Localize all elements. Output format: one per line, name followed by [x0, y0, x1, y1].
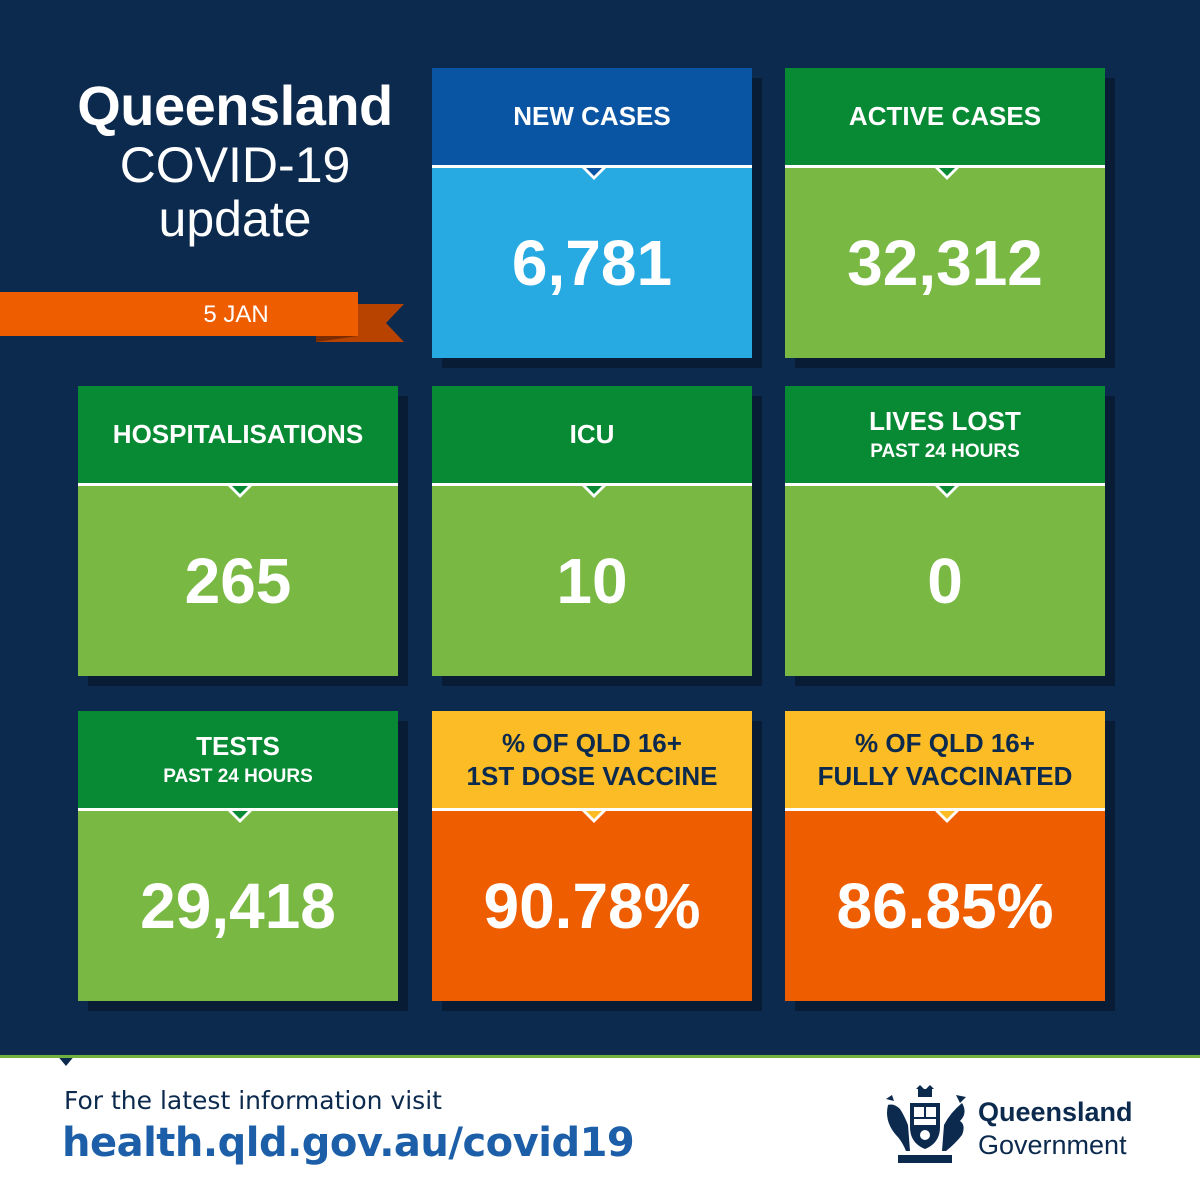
queensland-coat-of-arms-icon	[886, 1085, 966, 1163]
tile-divider	[432, 165, 752, 168]
tile-sublabel: PAST 24 HOURS	[163, 766, 313, 787]
chevron-fill	[232, 811, 248, 819]
tile-label: NEW CASES	[513, 101, 671, 131]
tile-divider	[78, 483, 398, 486]
tile-value: 29,418	[140, 870, 336, 942]
tile-header: % OF QLD 16+ FULLY VACCINATED	[785, 711, 1105, 808]
tile-header: ACTIVE CASES	[785, 68, 1105, 165]
footer-divider	[0, 1055, 1200, 1058]
tile-value: 32,312	[847, 227, 1043, 299]
tile-divider	[785, 483, 1105, 486]
title-line-3: update	[158, 191, 312, 247]
tile-active-cases: ACTIVE CASES 32,312	[785, 68, 1105, 358]
tile-value-area: 0	[785, 486, 1105, 676]
tile-value-area: 90.78%	[432, 811, 752, 1001]
chevron-fill	[232, 486, 248, 494]
tile-label: ICU	[569, 419, 615, 449]
gov-name-line-1: Queensland	[978, 1097, 1133, 1127]
footer-intro: For the latest information visit	[64, 1086, 442, 1115]
tile-hospitalisations: HOSPITALISATIONS 265	[78, 386, 398, 676]
tile-first-dose: % OF QLD 16+ 1ST DOSE VACCINE 90.78%	[432, 711, 752, 1001]
tile-label: TESTS	[196, 731, 280, 761]
tile-value: 6,781	[511, 227, 673, 299]
tile-label: % OF QLD 16+	[502, 727, 682, 758]
tile-label: ACTIVE CASES	[848, 101, 1042, 131]
tile-value: 90.78%	[483, 870, 701, 942]
tile-sublabel: PAST 24 HOURS	[870, 441, 1020, 462]
tile-header: % OF QLD 16+ 1ST DOSE VACCINE	[432, 711, 752, 808]
tile-divider	[78, 808, 398, 811]
tile-header: TESTS PAST 24 HOURS	[78, 711, 398, 808]
tile-header: NEW CASES	[432, 68, 752, 165]
tile-value: 86.85%	[836, 870, 1054, 942]
tile-value-area: 32,312	[785, 168, 1105, 358]
date-label: 5 JAN	[203, 301, 269, 328]
tile-label: LIVES LOST	[869, 406, 1021, 436]
tile-value: 265	[184, 545, 292, 617]
footer-url-link[interactable]: health.qld.gov.au/covid19	[62, 1120, 635, 1166]
tile-header: HOSPITALISATIONS	[78, 386, 398, 483]
chevron-fill	[939, 486, 955, 494]
date-ribbon: 5 JAN	[0, 290, 404, 352]
tile-value-area: 86.85%	[785, 811, 1105, 1001]
chevron-fill	[939, 168, 955, 176]
chevron-fill	[586, 811, 602, 819]
tile-divider	[785, 165, 1105, 168]
tile-value-area: 29,418	[78, 811, 398, 1001]
tile-value: 10	[556, 545, 628, 617]
ribbon-shape	[0, 292, 404, 342]
tile-sublabel: 1ST DOSE VACCINE	[466, 760, 718, 791]
tile-tests: TESTS PAST 24 HOURS 29,418	[78, 711, 398, 1001]
chevron-fill	[939, 811, 955, 819]
tile-sublabel: FULLY VACCINATED	[817, 760, 1073, 791]
tile-header: ICU	[432, 386, 752, 483]
chevron-fill	[586, 168, 602, 176]
tile-fully-vaccinated: % OF QLD 16+ FULLY VACCINATED 86.85%	[785, 711, 1105, 1001]
tile-lives-lost: LIVES LOST PAST 24 HOURS 0	[785, 386, 1105, 676]
chevron-fill	[586, 486, 602, 494]
tile-value-area: 10	[432, 486, 752, 676]
tile-icu: ICU 10	[432, 386, 752, 676]
title-line-2: COVID-19	[119, 137, 351, 193]
page-title: Queensland COVID-19 update	[40, 74, 430, 247]
tile-value: 0	[927, 545, 963, 617]
tile-new-cases: NEW CASES 6,781	[432, 68, 752, 358]
gov-name-line-2: Government	[978, 1130, 1127, 1160]
tile-header: LIVES LOST PAST 24 HOURS	[785, 386, 1105, 483]
tile-value-area: 6,781	[432, 168, 752, 358]
tile-label: HOSPITALISATIONS	[112, 419, 364, 449]
tile-value-area: 265	[78, 486, 398, 676]
tile-label: % OF QLD 16+	[855, 727, 1035, 758]
tile-divider	[432, 483, 752, 486]
tile-divider	[785, 808, 1105, 811]
tile-divider	[432, 808, 752, 811]
title-line-1: Queensland	[77, 74, 393, 137]
